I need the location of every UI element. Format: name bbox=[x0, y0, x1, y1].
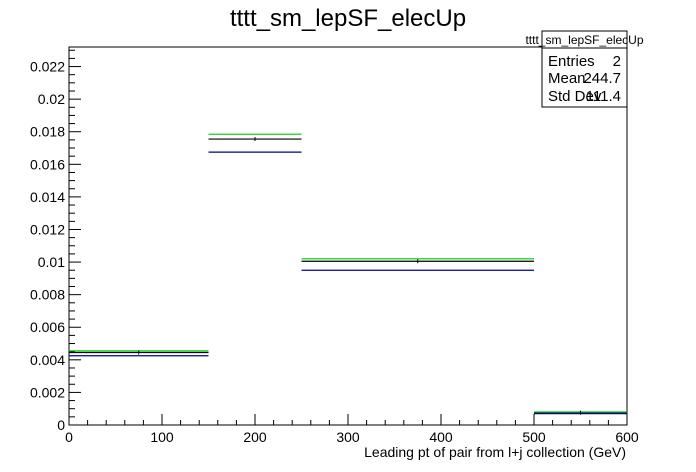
stats-box: tttt_sm_lepSF_elecUp Entries 2 Mean 244.… bbox=[525, 31, 643, 107]
x-axis-title: Leading pt of pair from l+j collection (… bbox=[364, 444, 626, 460]
y-axis: 0 0.002 0.004 0.006 0.008 0.01 0.012 0.014 0.016… bbox=[30, 50, 81, 433]
x-tick-label: 0 bbox=[65, 429, 73, 445]
y-tick-label: 0.018 bbox=[30, 124, 65, 140]
x-tick-label: 400 bbox=[429, 429, 453, 445]
x-tick-label: 200 bbox=[243, 429, 267, 445]
y-tick-label: 0.01 bbox=[38, 254, 65, 270]
stats-mean-value: 244.7 bbox=[583, 70, 621, 87]
y-tick-label: 0.02 bbox=[38, 91, 65, 107]
y-tick-label: 0.006 bbox=[30, 319, 65, 335]
stats-entries-value: 2 bbox=[613, 53, 621, 70]
y-tick-label: 0.008 bbox=[30, 287, 65, 303]
x-tick-label: 500 bbox=[522, 429, 546, 445]
y-tick-label: 0.016 bbox=[30, 156, 65, 172]
stats-mean-label: Mean bbox=[548, 70, 586, 87]
stats-entries-label: Entries bbox=[548, 53, 595, 70]
y-tick-label: 0.012 bbox=[30, 221, 65, 237]
y-tick-label: 0.002 bbox=[30, 384, 65, 400]
x-tick-label: 300 bbox=[336, 429, 360, 445]
x-tick-label: 100 bbox=[150, 429, 174, 445]
histogram-series bbox=[69, 134, 627, 415]
y-tick-label: 0.004 bbox=[30, 352, 65, 368]
x-tick-label: 600 bbox=[615, 429, 639, 445]
x-axis: 0 100 200 300 400 500 600 bbox=[65, 414, 639, 445]
chart-title: tttt_sm_lepSF_elecUp bbox=[230, 5, 466, 32]
y-tick-label: 0.022 bbox=[30, 59, 65, 75]
stats-stddev-value: 111.4 bbox=[586, 88, 621, 105]
y-tick-label: 0.014 bbox=[30, 189, 65, 205]
y-tick-label: 0 bbox=[57, 417, 65, 433]
stats-box-title: tttt_sm_lepSF_elecUp bbox=[525, 33, 643, 47]
